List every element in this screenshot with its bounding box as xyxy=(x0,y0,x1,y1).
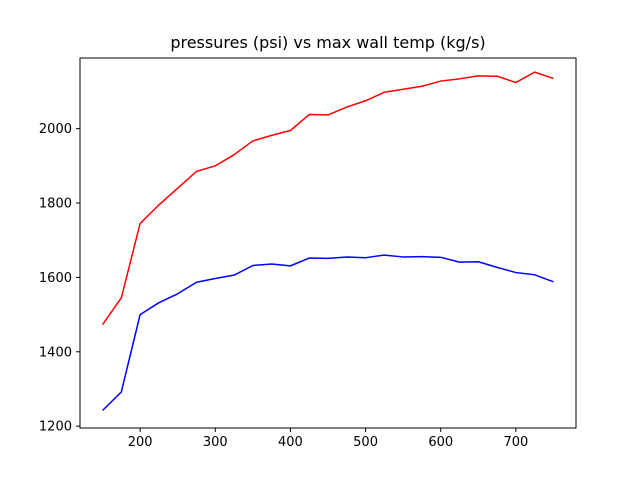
x-tick-label: 500 xyxy=(353,435,378,450)
y-tick-label: 2000 xyxy=(39,122,72,137)
x-tick-label: 700 xyxy=(503,435,528,450)
x-tick-label: 400 xyxy=(278,435,303,450)
x-tick-label: 200 xyxy=(128,435,153,450)
y-tick-label: 1400 xyxy=(39,345,72,360)
y-tick-label: 1200 xyxy=(39,420,72,435)
x-tick-label: 300 xyxy=(203,435,228,450)
chart-title: pressures (psi) vs max wall temp (kg/s) xyxy=(170,33,486,52)
series-line-2 xyxy=(102,254,554,412)
y-axis: 1200 1400 1600 1800 2000 xyxy=(39,122,80,435)
series-line-1 xyxy=(101,71,554,326)
y-tick-label: 1600 xyxy=(39,271,72,286)
series-layer xyxy=(101,71,554,412)
x-tick-label: 600 xyxy=(428,435,453,450)
plot-frame xyxy=(79,57,577,429)
y-tick-label: 1800 xyxy=(39,197,72,212)
x-axis: 200 300 400 500 600 700 xyxy=(128,428,528,450)
